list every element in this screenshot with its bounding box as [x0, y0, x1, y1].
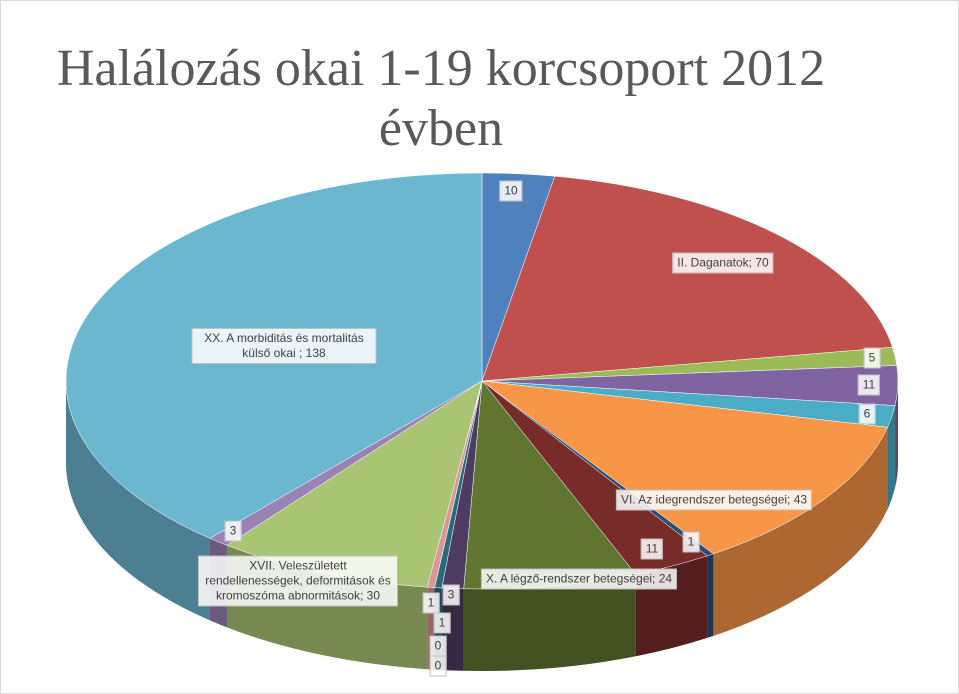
slice-side-shade — [707, 553, 714, 638]
data-label: VI. Az idegrendszer betegségei; 43 — [615, 489, 813, 511]
slice — [481, 380, 888, 555]
slice-side — [895, 381, 898, 488]
data-label: 0 — [429, 655, 447, 677]
slice-side — [713, 427, 888, 636]
data-label: II. Daganatok; 70 — [672, 252, 774, 274]
data-label: 10 — [499, 180, 523, 202]
data-label: 5 — [863, 347, 881, 369]
slice — [481, 175, 893, 382]
slice-side — [463, 574, 636, 671]
slice-side-shade — [713, 427, 888, 636]
data-label: 6 — [858, 403, 876, 425]
slice-side — [66, 381, 210, 621]
data-label: 1 — [682, 531, 700, 553]
data-label: 1 — [422, 592, 440, 614]
chart-title: Halálozás okai 1-19 korcsoport 2012 évbe… — [56, 40, 826, 157]
data-label: 0 — [429, 635, 447, 657]
data-label: 11 — [640, 538, 664, 560]
slice-side — [887, 405, 896, 510]
slice-side — [441, 588, 464, 671]
data-label: XX. A morbiditás és mortalitás külső oka… — [191, 328, 377, 364]
data-label: XVII. Veleszületett rendellenességek, de… — [198, 555, 398, 607]
slice-side — [707, 553, 714, 638]
data-label: X. A légző-rendszer betegségei; 24 — [480, 568, 678, 590]
data-label: 11 — [857, 374, 881, 396]
slice-side-shade — [463, 574, 636, 671]
slice-side-shade — [895, 381, 898, 488]
slice-side-shade — [441, 588, 464, 671]
slice-side-shade — [66, 381, 210, 621]
slice-side-shade — [887, 405, 896, 510]
data-label: 3 — [224, 520, 242, 542]
data-label: 1 — [433, 612, 451, 634]
data-label: 3 — [442, 584, 460, 606]
